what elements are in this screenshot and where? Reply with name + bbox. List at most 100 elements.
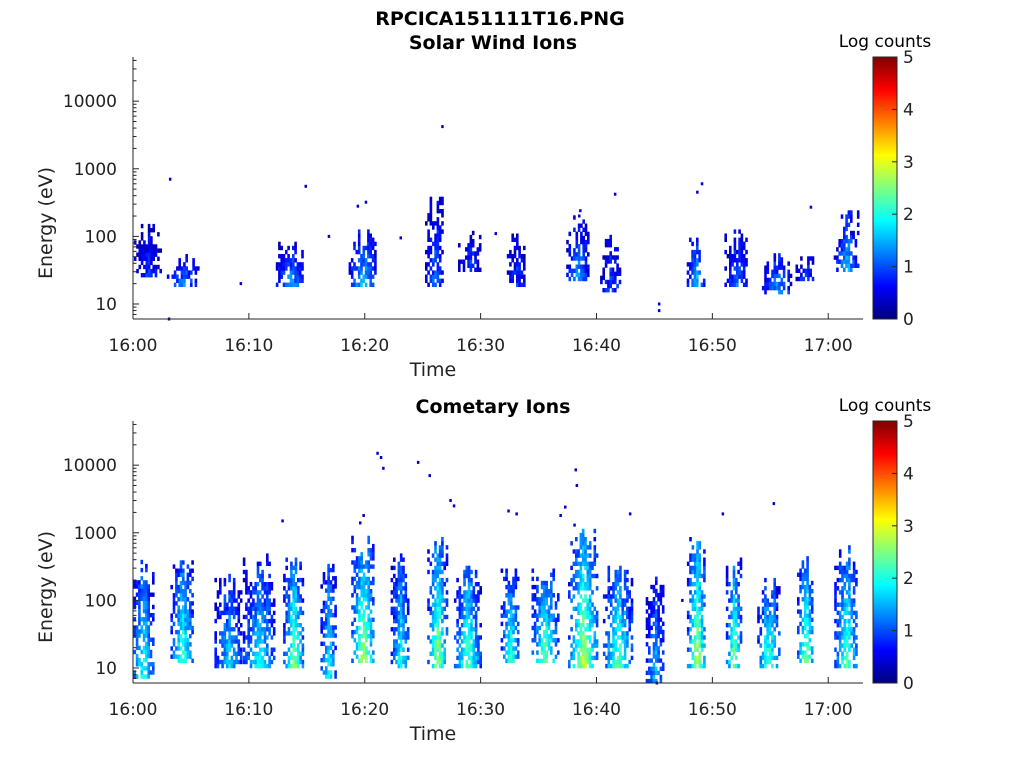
- spectrogram-cell: [584, 227, 588, 232]
- spectrogram-cell: [799, 576, 802, 582]
- spectrogram-cell: [591, 602, 594, 607]
- spectrogram-cell: [145, 633, 148, 638]
- spectrogram-cell: [183, 274, 186, 279]
- spectrogram-cell: [249, 614, 253, 620]
- spectrogram-cell: [177, 638, 180, 643]
- spectrogram-cell: [441, 594, 444, 599]
- spectrogram-cell: [806, 584, 809, 590]
- spectrogram-cell: [512, 654, 515, 659]
- spectrogram-cell: [402, 586, 405, 591]
- spectrogram-cell: [773, 265, 777, 270]
- spectrogram-cell: [607, 631, 611, 636]
- spectrogram-cell: [406, 627, 410, 632]
- spectrogram-cell: [175, 646, 178, 651]
- spectrogram-cell: [327, 621, 330, 626]
- spectrogram-cell: [738, 229, 741, 234]
- spectrogram-cell: [445, 602, 449, 607]
- spectrogram-cell: [732, 573, 736, 579]
- spectrogram-cell: [192, 258, 195, 263]
- spectrogram-cell: [799, 568, 802, 573]
- spectrogram-cell: [143, 244, 146, 249]
- spectrogram-cell: [247, 586, 250, 591]
- spectrogram-cell: [189, 601, 192, 606]
- spectrogram-cell: [429, 606, 433, 611]
- spectrogram-cell: [138, 608, 141, 614]
- spectrogram-cell: [465, 573, 469, 579]
- spectrogram-cell: [397, 635, 401, 640]
- spectrogram-cell: [297, 623, 300, 628]
- spectrogram-cell: [584, 264, 588, 269]
- colorbar-tick-label: 0: [903, 310, 914, 330]
- panel-title: Solar Wind Ions: [409, 32, 577, 54]
- spectrogram-cell: [356, 204, 360, 208]
- spectrogram-cell: [768, 618, 772, 624]
- spectrogram-cell: [270, 602, 274, 607]
- spectrogram-cell: [425, 266, 428, 271]
- spectrogram-cell: [249, 663, 253, 669]
- spectrogram-cell: [580, 268, 583, 273]
- spectrogram-cell: [372, 580, 375, 586]
- spectrogram-cell: [397, 659, 401, 665]
- spectrogram-cell: [427, 557, 430, 562]
- spectrogram-cell: [372, 556, 375, 561]
- spectrogram-cell: [334, 674, 337, 679]
- spectrogram-cell: [399, 582, 403, 587]
- spectrogram-cell: [686, 282, 690, 287]
- spectrogram-cell: [275, 282, 279, 287]
- spectrogram-cell: [285, 258, 288, 263]
- spectrogram-cell: [178, 282, 181, 287]
- spectrogram-cell: [733, 274, 737, 279]
- colorbar-tick-label: 1: [903, 622, 914, 642]
- spectrogram-cell: [431, 577, 435, 583]
- spectrogram-cell: [581, 573, 585, 579]
- spectrogram-cell: [367, 601, 370, 606]
- spectrogram-cell: [766, 602, 769, 607]
- spectrogram-cell: [725, 606, 729, 611]
- spectrogram-cell: [500, 621, 504, 627]
- spectrogram-cell: [152, 268, 155, 274]
- spectrogram-cell: [545, 584, 548, 590]
- spectrogram-cell: [803, 613, 807, 618]
- spectrogram-cell: [698, 651, 702, 656]
- spectrogram-cell: [280, 266, 283, 271]
- spectrogram-cell: [780, 290, 784, 295]
- x-tick-label: 16:20: [340, 336, 389, 356]
- spectrogram-cell: [545, 609, 548, 614]
- spectrogram-cell: [584, 231, 588, 237]
- spectrogram-cell: [612, 590, 615, 595]
- spectrogram-cell: [399, 577, 403, 583]
- spectrogram-cell: [855, 614, 858, 620]
- spectrogram-cell: [836, 651, 840, 656]
- spectrogram-cell: [214, 602, 217, 607]
- spectrogram-cell: [275, 266, 279, 271]
- spectrogram-cell: [659, 678, 663, 684]
- spectrogram-cell: [334, 633, 337, 638]
- spectrogram-cell: [652, 654, 656, 659]
- spectrogram-cell: [579, 594, 583, 599]
- spectrogram-cell: [367, 568, 370, 573]
- spectrogram-cell: [360, 282, 363, 287]
- spectrogram-cell: [465, 598, 469, 603]
- spectrogram-cell: [256, 618, 260, 624]
- spectrogram-cell: [593, 614, 597, 620]
- spectrogram-cell: [431, 553, 435, 558]
- spectrogram-cell: [584, 276, 588, 282]
- spectrogram-cell: [191, 613, 194, 618]
- spectrogram-cell: [803, 572, 807, 577]
- spectrogram-cell: [463, 614, 466, 620]
- spectrogram-cell: [219, 586, 222, 591]
- spectrogram-cell: [353, 568, 357, 573]
- spectrogram-cell: [533, 621, 537, 627]
- spectrogram-cell: [691, 241, 694, 247]
- spectrogram-cell: [729, 258, 732, 263]
- spectrogram-cell: [703, 635, 706, 640]
- spectrogram-cell: [427, 282, 430, 287]
- spectrogram-cell: [698, 586, 702, 591]
- spectrogram-cell: [614, 614, 618, 620]
- spectrogram-cell: [614, 279, 617, 285]
- spectrogram-cell: [602, 643, 606, 648]
- spectrogram-cell: [586, 647, 590, 652]
- spectrogram-cell: [616, 598, 620, 603]
- spectrogram-cell: [372, 634, 375, 639]
- spectrogram-cell: [242, 635, 246, 640]
